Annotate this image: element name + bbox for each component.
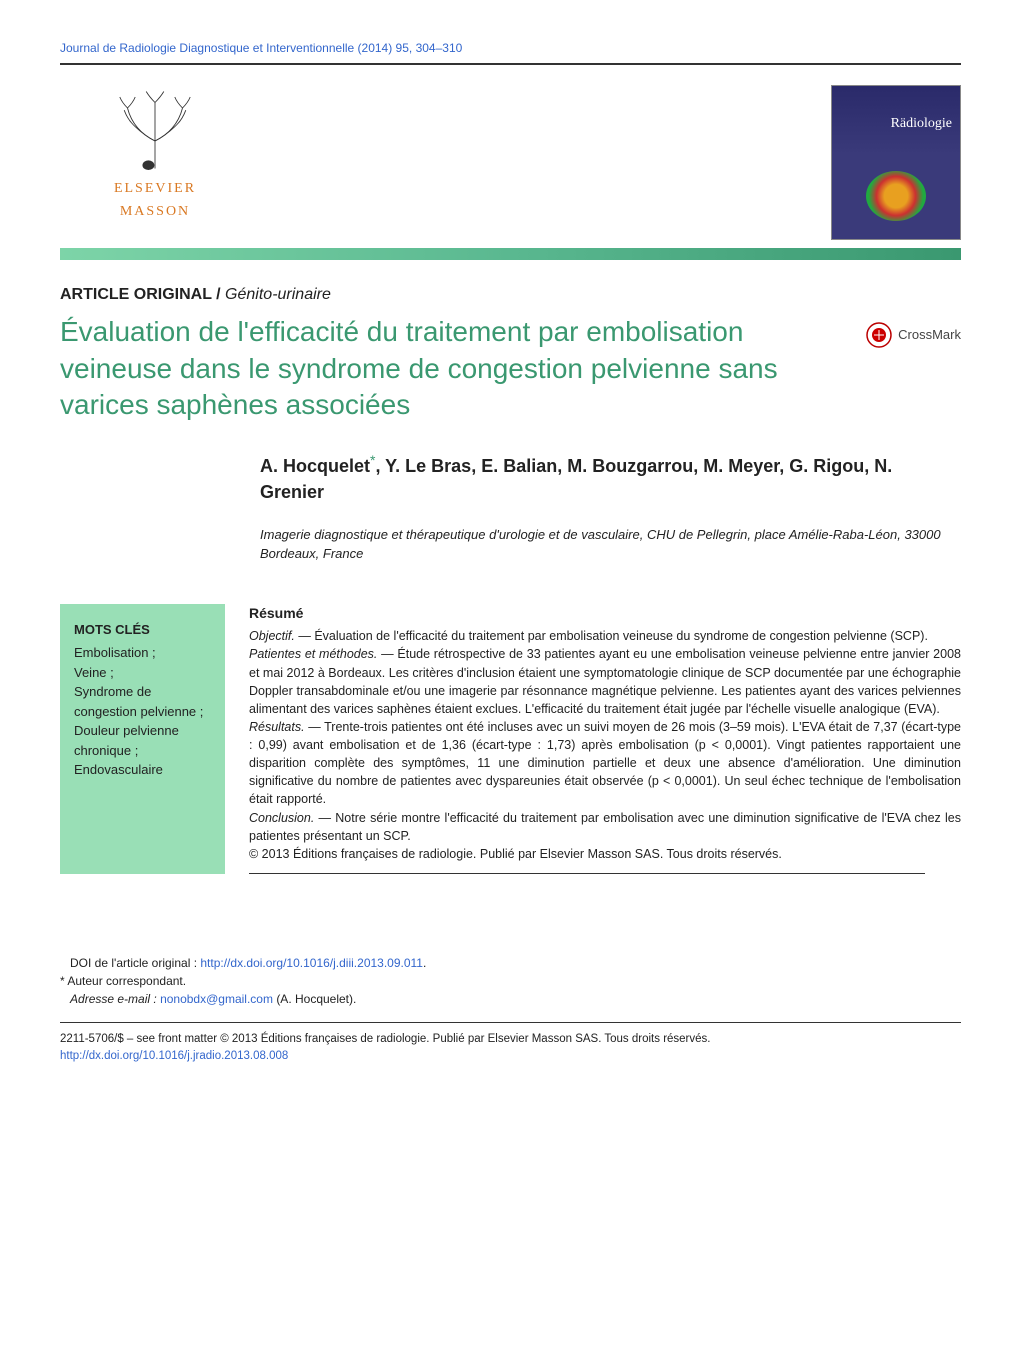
keywords-list: Embolisation ; Veine ; Syndrome de conge… — [74, 643, 211, 780]
article-title: Évaluation de l'efficacité du traitement… — [60, 314, 866, 423]
elsevier-tree-icon — [100, 85, 210, 175]
gradient-bar — [60, 248, 961, 260]
resultats-text: Trente-trois patientes ont été incluses … — [249, 720, 961, 807]
abstract-body: Objectif. — Évaluation de l'efficacité d… — [249, 627, 961, 863]
doi-suffix: . — [423, 956, 426, 970]
article-type: ARTICLE ORIGINAL / Génito-urinaire — [60, 284, 961, 306]
original-doi-line: DOI de l'article original : http://dx.do… — [60, 954, 961, 972]
journal-citation[interactable]: Journal de Radiologie Diagnostique et In… — [60, 40, 961, 57]
email-suffix: (A. Hocquelet). — [276, 992, 356, 1006]
footnotes: DOI de l'article original : http://dx.do… — [60, 954, 961, 1008]
cover-title: Rädiologie — [891, 114, 952, 134]
masson-text: MASSON — [120, 202, 190, 222]
top-divider — [60, 63, 961, 65]
methodes-label: Patientes et méthodes. — — [249, 647, 394, 661]
abstract-column: Résumé Objectif. — Évaluation de l'effic… — [249, 604, 961, 874]
footer-line1: 2211-5706/$ – see front matter © 2013 Éd… — [60, 1031, 961, 1048]
footer-doi-link[interactable]: http://dx.doi.org/10.1016/j.jradio.2013.… — [60, 1050, 288, 1062]
content-row: MOTS CLÉS Embolisation ; Veine ; Syndrom… — [60, 604, 961, 874]
authors-list: A. Hocquelet*, Y. Le Bras, E. Balian, M.… — [260, 451, 961, 504]
conclusion-text: Notre série montre l'efficacité du trait… — [249, 811, 961, 843]
author-email-link[interactable]: nonobdx@gmail.com — [160, 992, 273, 1006]
affiliation: Imagerie diagnostique et thérapeutique d… — [260, 525, 961, 564]
elsevier-logo: ELSEVIER MASSON — [100, 85, 210, 222]
crossmark-label: CrossMark — [898, 326, 961, 344]
corr-marker: * — [60, 974, 65, 988]
footer: 2211-5706/$ – see front matter © 2013 Éd… — [60, 1031, 961, 1066]
journal-cover-thumbnail[interactable]: Rädiologie — [831, 85, 961, 240]
elsevier-text: ELSEVIER — [114, 179, 196, 199]
cover-brain-image — [866, 171, 926, 221]
email-line: Adresse e-mail : nonobdx@gmail.com (A. H… — [60, 990, 961, 1008]
corresponding-author-line: * Auteur correspondant. — [60, 972, 961, 990]
article-subtype: Génito-urinaire — [225, 286, 331, 303]
corresponding-asterisk: * — [370, 452, 375, 468]
keywords-title: MOTS CLÉS — [74, 620, 211, 640]
crossmark-icon — [866, 322, 892, 348]
logo-row: ELSEVIER MASSON Rädiologie — [60, 85, 961, 240]
title-row: Évaluation de l'efficacité du traitement… — [60, 314, 961, 423]
bottom-divider — [60, 1022, 961, 1023]
abstract-heading: Résumé — [249, 604, 961, 624]
corr-text: Auteur correspondant. — [67, 974, 186, 988]
email-label: Adresse e-mail : — [70, 992, 157, 1006]
resultats-label: Résultats. — — [249, 720, 321, 734]
conclusion-label: Conclusion. — — [249, 811, 331, 825]
article-type-label: ARTICLE ORIGINAL / — [60, 286, 221, 303]
objectif-text: Évaluation de l'efficacité du traitement… — [314, 629, 928, 643]
abstract-divider — [249, 873, 925, 874]
doi-label: DOI de l'article original : — [70, 956, 197, 970]
original-doi-link[interactable]: http://dx.doi.org/10.1016/j.diii.2013.09… — [200, 956, 423, 970]
keywords-box: MOTS CLÉS Embolisation ; Veine ; Syndrom… — [60, 604, 225, 874]
crossmark-badge[interactable]: CrossMark — [866, 322, 961, 348]
objectif-label: Objectif. — — [249, 629, 311, 643]
abstract-copyright: © 2013 Éditions françaises de radiologie… — [249, 847, 782, 861]
